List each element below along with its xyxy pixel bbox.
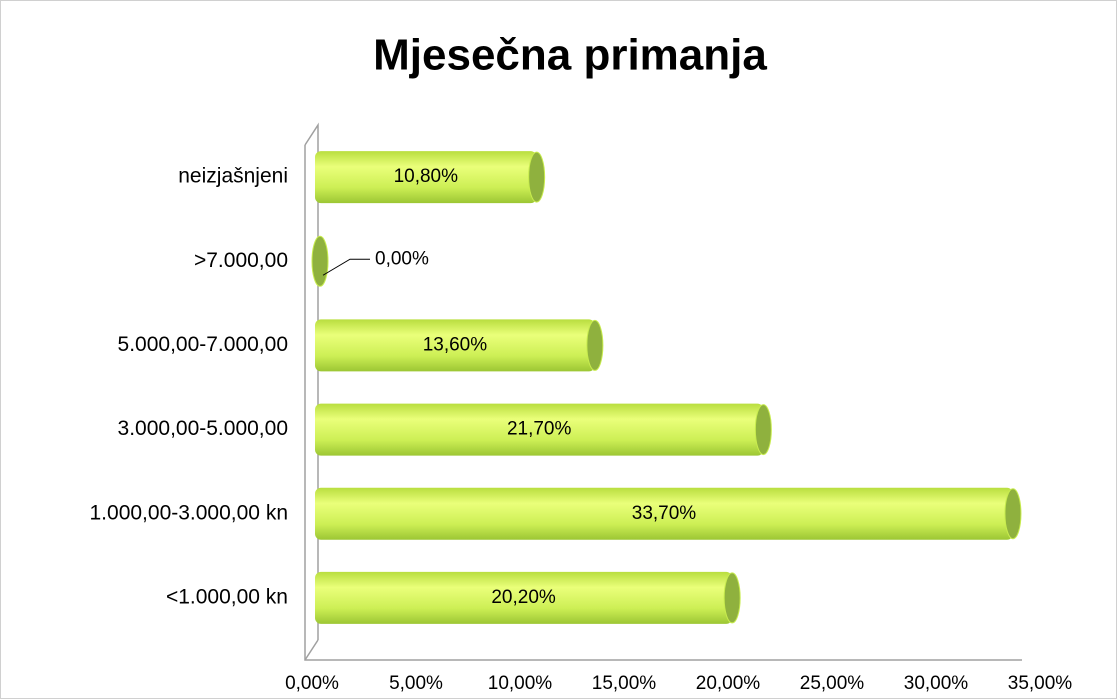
x-tick-label: 10,00% <box>488 673 553 694</box>
bar-cap <box>311 235 329 287</box>
bar-cap <box>723 572 741 624</box>
leader-line <box>322 258 370 276</box>
y-tick-label: >7.000,00 <box>194 249 288 272</box>
x-tick-label: 20,00% <box>696 673 761 694</box>
bar-cap <box>754 404 772 456</box>
value-label: 20,20% <box>491 587 556 608</box>
x-tick-label: 5,00% <box>389 673 443 694</box>
value-label: 10,80% <box>394 166 459 187</box>
bar-cap <box>1004 488 1022 540</box>
bar <box>315 151 537 204</box>
bar <box>315 487 1013 540</box>
x-tick-label: 15,00% <box>592 673 657 694</box>
chart-title: Mjesečna primanja <box>373 31 767 80</box>
value-label: 13,60% <box>423 334 488 355</box>
value-label: 33,70% <box>632 503 697 524</box>
x-tick-label: 25,00% <box>800 673 865 694</box>
y-tick-label: 3.000,00-5.000,00 <box>118 417 288 440</box>
back-wall <box>304 122 319 640</box>
bar-cap <box>586 319 604 371</box>
floor-edge <box>304 639 319 661</box>
y-tick-label: 1.000,00-3.000,00 kn <box>90 501 289 524</box>
y-tick-label: 5.000,00-7.000,00 <box>118 333 288 356</box>
bar <box>315 571 733 624</box>
x-tick-label: 0,00% <box>285 673 339 694</box>
x-tick-label: 30,00% <box>904 673 969 694</box>
value-label: 0,00% <box>375 248 429 269</box>
bar-cap <box>528 151 546 203</box>
y-tick-label: neizjašnjeni <box>178 165 288 188</box>
y-tick-label: <1.000,00 kn <box>166 585 288 608</box>
x-tick-label: 35,00% <box>1008 673 1073 694</box>
bar <box>315 319 595 372</box>
value-label: 21,70% <box>507 419 572 440</box>
bar <box>315 403 764 456</box>
